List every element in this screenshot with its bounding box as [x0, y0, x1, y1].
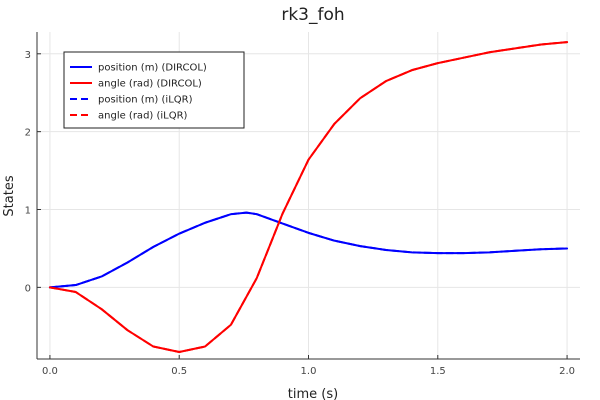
legend-label: position (m) (iLQR)	[98, 95, 193, 106]
series-line-4	[48, 41, 569, 353]
y-tick-label: 2	[25, 128, 31, 139]
y-tick-label: 3	[25, 50, 31, 61]
x-tick-label: 0.0	[42, 366, 58, 377]
series-lines	[48, 41, 569, 353]
x-axis-label: time (s)	[288, 387, 338, 400]
x-tick-label: 0.5	[171, 366, 187, 377]
y-axis-label: States	[2, 175, 17, 216]
legend-label: position (m) (DIRCOL)	[98, 63, 207, 74]
series-line-3	[48, 211, 569, 289]
x-tick-label: 1.5	[430, 366, 446, 377]
ticks: 0.0 0.5 1.0 1.5 2.0 0 1 2 3	[25, 50, 575, 377]
chart-title: rk3_foh	[281, 5, 344, 25]
legend-box	[63, 51, 245, 129]
x-tick-label: 1.0	[301, 366, 317, 377]
legend: position (m) (DIRCOL) angle (rad) (DIRCOL…	[63, 51, 245, 129]
y-tick-label: 0	[25, 283, 31, 294]
x-tick-label: 2.0	[559, 366, 575, 377]
legend-label: angle (rad) (iLQR)	[98, 111, 188, 122]
y-tick-label: 1	[25, 206, 31, 217]
legend-label: angle (rad) (DIRCOL)	[98, 79, 202, 90]
